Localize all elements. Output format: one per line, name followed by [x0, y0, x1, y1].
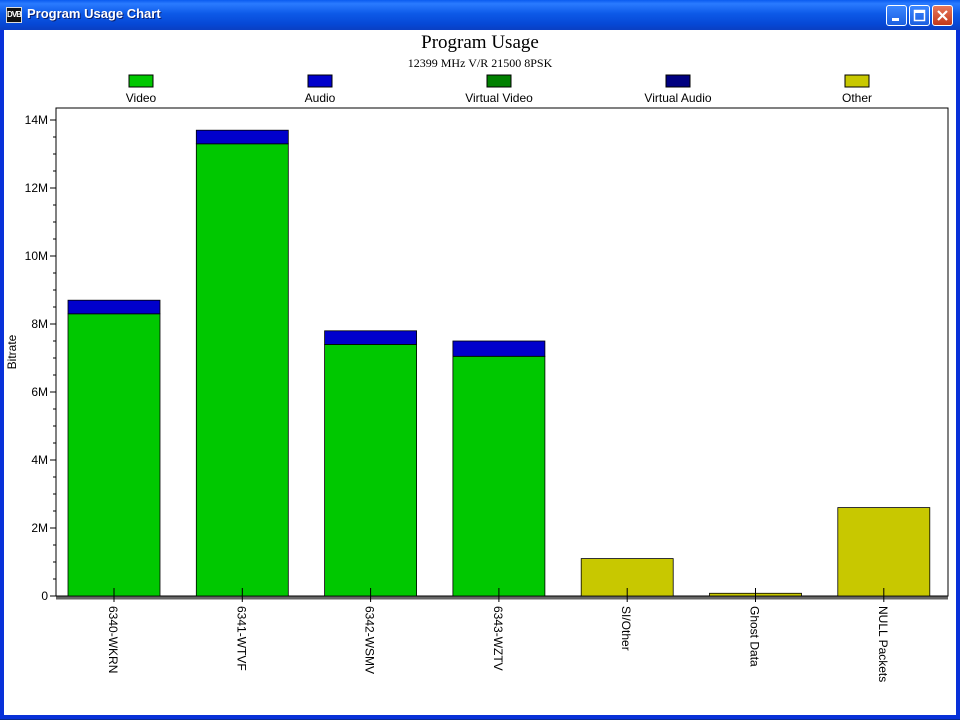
legend-swatch — [486, 74, 512, 88]
legend-label: Other — [842, 91, 872, 105]
y-tick-label: 12M — [25, 181, 48, 195]
dvb-app-icon[interactable]: DVB — [6, 7, 22, 23]
maximize-icon — [913, 9, 926, 22]
legend-label: Virtual Video — [465, 91, 533, 105]
minimize-icon — [892, 18, 899, 21]
bar-segment[interactable] — [452, 355, 546, 597]
x-tick-label: 6341-WTVF — [234, 606, 248, 671]
legend-swatch — [128, 74, 154, 88]
bar-segment[interactable] — [324, 343, 418, 597]
bar-segment[interactable] — [837, 507, 931, 597]
legend-label: Audio — [305, 91, 336, 105]
x-tick-label: 6342-WSMV — [363, 606, 377, 674]
legend-label: Video — [126, 91, 157, 105]
x-tick-label: 6343-WZTV — [491, 606, 505, 671]
y-axis-label: Bitrate — [5, 334, 19, 369]
bar-segment[interactable] — [324, 330, 418, 345]
legend-swatch — [844, 74, 870, 88]
y-tick-label: 8M — [31, 317, 48, 331]
close-icon — [937, 10, 948, 21]
chart-title: Program Usage — [421, 32, 539, 53]
title-bar[interactable]: DVB Program Usage Chart — [0, 0, 960, 30]
x-tick-label: 6340-WKRN — [106, 606, 120, 673]
y-tick-label: 2M — [31, 521, 48, 535]
x-tick-label: NULL Packets — [876, 606, 890, 682]
y-tick-label: 10M — [25, 249, 48, 263]
bar-segment[interactable] — [195, 129, 289, 145]
plot-area: 0 2M 4M 6M 8M 10M 12M 14M 6340-WKRN 6341-WTVF 6342… — [25, 107, 949, 682]
maximize-button[interactable] — [909, 5, 930, 26]
bar-segment[interactable] — [67, 299, 161, 315]
bar-segment[interactable] — [452, 340, 546, 357]
y-tick-label: 4M — [31, 453, 48, 467]
minimize-button[interactable] — [886, 5, 907, 26]
window-title: Program Usage Chart — [27, 6, 161, 21]
y-tick-label: 0 — [41, 589, 48, 603]
y-tick-label: 14M — [25, 113, 48, 127]
chart-area: Program Usage 12399 MHz V/R 21500 8PSK V… — [4, 30, 956, 715]
close-button[interactable] — [932, 5, 953, 26]
chart-subtitle: 12399 MHz V/R 21500 8PSK — [408, 56, 553, 70]
program-usage-chart: Program Usage 12399 MHz V/R 21500 8PSK V… — [5, 32, 949, 682]
legend-swatch — [665, 74, 691, 88]
chart-legend: Video Audio Virtual Video Virtual Audio Othe… — [126, 74, 872, 105]
x-tick-label: SI/Other — [619, 606, 633, 651]
bar-segment[interactable] — [195, 143, 289, 597]
bar-segment[interactable] — [67, 313, 161, 597]
legend-swatch — [307, 74, 333, 88]
legend-label: Virtual Audio — [644, 91, 711, 105]
x-tick-label: Ghost Data — [748, 606, 762, 667]
y-tick-label: 6M — [31, 385, 48, 399]
